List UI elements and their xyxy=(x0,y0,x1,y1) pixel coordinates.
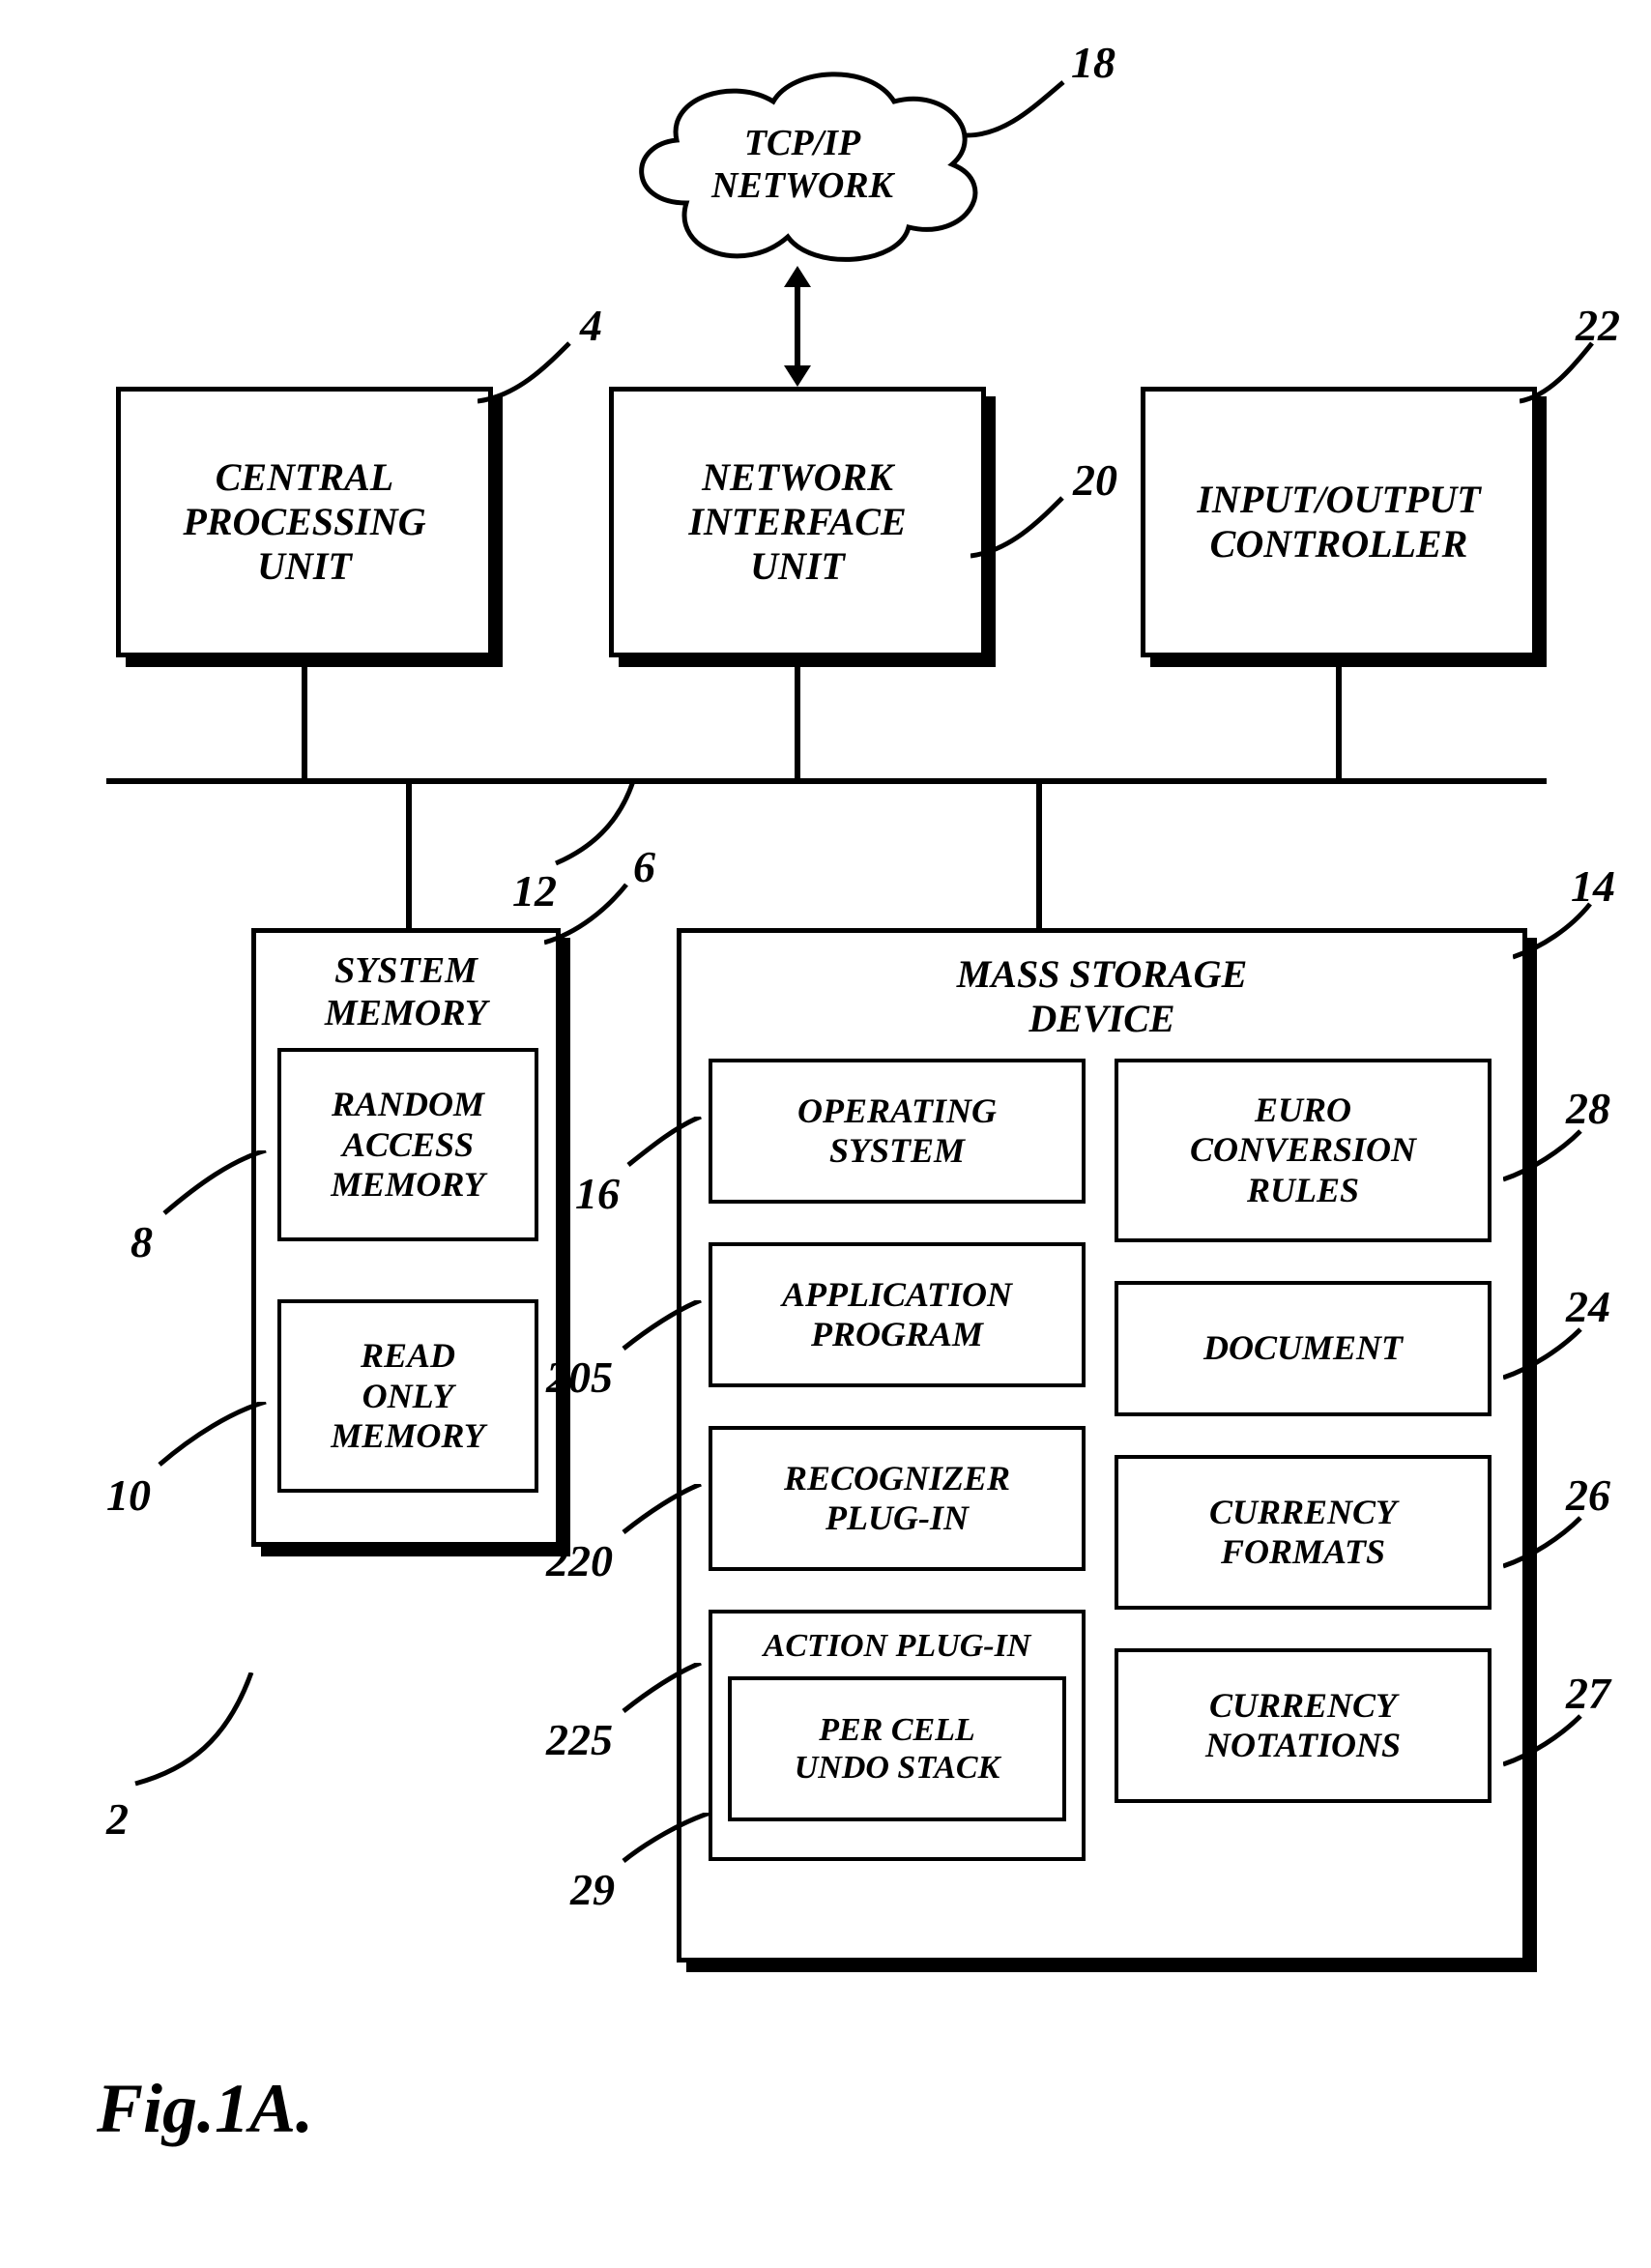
action-ref-lead xyxy=(619,1663,706,1716)
cfmt-ref-lead xyxy=(1503,1513,1585,1571)
io-box: INPUT/OUTPUT CONTROLLER xyxy=(1141,387,1537,657)
ram-box: RANDOM ACCESS MEMORY xyxy=(277,1048,538,1241)
os-box: OPERATING SYSTEM xyxy=(709,1059,1086,1204)
mass-left-col: OPERATING SYSTEM APPLICATION PROGRAM REC… xyxy=(709,1059,1086,1861)
action-ref: 225 xyxy=(546,1714,613,1765)
system-ref-lead xyxy=(130,1672,256,1788)
nic-drop xyxy=(795,667,800,778)
action-plugin-box: ACTION PLUG-IN PER CELL UNDO STACK xyxy=(709,1610,1086,1861)
app-box: APPLICATION PROGRAM xyxy=(709,1242,1086,1387)
nic-box: NETWORK INTERFACE UNIT xyxy=(609,387,986,657)
os-ref-lead xyxy=(623,1117,706,1170)
system-memory-box: SYSTEM MEMORY RANDOM ACCESS MEMORY READ … xyxy=(251,928,561,1547)
cloud-ref-lead xyxy=(967,77,1073,145)
nic-ref: 20 xyxy=(1073,454,1117,506)
currency-formats-box: CURRENCY FORMATS xyxy=(1115,1455,1492,1610)
currency-notations-box: CURRENCY NOTATIONS xyxy=(1115,1648,1492,1803)
system-ref: 2 xyxy=(106,1793,129,1845)
cnot-ref-lead xyxy=(1503,1711,1585,1769)
diagram-canvas: TCP/IP NETWORK 18 CENTRAL PROCESSING UNI… xyxy=(0,0,1651,2268)
undo-stack-box: PER CELL UNDO STACK xyxy=(728,1676,1066,1821)
euro-ref-lead xyxy=(1503,1126,1585,1184)
cfmt-ref: 26 xyxy=(1566,1469,1610,1521)
sysmem-ref: 6 xyxy=(633,841,655,892)
nic-ref-lead xyxy=(970,493,1067,561)
rom-ref-lead xyxy=(155,1402,271,1469)
cloud-nic-link xyxy=(795,285,800,367)
sysmem-ref-lead xyxy=(544,880,631,947)
recognizer-box: RECOGNIZER PLUG-IN xyxy=(709,1426,1086,1571)
euro-ref: 28 xyxy=(1566,1083,1610,1134)
app-ref-lead xyxy=(619,1300,706,1353)
doc-ref-lead xyxy=(1503,1324,1585,1382)
rom-ref: 10 xyxy=(106,1469,151,1521)
undo-ref: 29 xyxy=(570,1864,615,1915)
app-ref: 205 xyxy=(546,1352,613,1403)
mass-drop xyxy=(1036,778,1042,928)
rom-box: READ ONLY MEMORY xyxy=(277,1299,538,1493)
recog-ref: 220 xyxy=(546,1535,613,1586)
cpu-drop xyxy=(302,667,307,778)
mass-storage-box: MASS STORAGE DEVICE OPERATING SYSTEM APP… xyxy=(677,928,1527,1963)
bus-ref-lead xyxy=(551,781,638,868)
ram-ref: 8 xyxy=(130,1216,153,1267)
mass-right-col: EURO CONVERSION RULES DOCUMENT CURRENCY … xyxy=(1115,1059,1492,1861)
mass-storage-title: MASS STORAGE DEVICE xyxy=(709,952,1495,1041)
figure-label: Fig.1A. xyxy=(97,2069,313,2149)
action-plugin-label: ACTION PLUG-IN xyxy=(728,1627,1066,1665)
euro-rules-box: EURO CONVERSION RULES xyxy=(1115,1059,1492,1242)
cloud-nic-arrow-down xyxy=(784,365,811,387)
doc-ref: 24 xyxy=(1566,1281,1610,1332)
cloud-ref: 18 xyxy=(1071,37,1115,88)
cloud-tcpip: TCP/IP NETWORK xyxy=(619,58,986,271)
cpu-ref-lead xyxy=(478,338,574,406)
cnot-ref: 27 xyxy=(1566,1668,1610,1719)
io-drop xyxy=(1336,667,1342,778)
undo-ref-lead xyxy=(619,1813,715,1866)
ram-ref-lead xyxy=(159,1150,271,1218)
sysmem-drop xyxy=(406,778,412,928)
os-ref: 16 xyxy=(575,1168,620,1219)
cloud-nic-arrow-up xyxy=(784,266,811,287)
mass-ref: 14 xyxy=(1571,860,1615,912)
system-memory-title: SYSTEM MEMORY xyxy=(277,950,535,1034)
io-ref: 22 xyxy=(1576,300,1620,351)
recog-ref-lead xyxy=(619,1484,706,1537)
cloud-label: TCP/IP NETWORK xyxy=(619,122,986,207)
main-bus xyxy=(106,778,1547,784)
cpu-ref: 4 xyxy=(580,300,602,351)
document-box: DOCUMENT xyxy=(1115,1281,1492,1416)
cpu-box: CENTRAL PROCESSING UNIT xyxy=(116,387,493,657)
